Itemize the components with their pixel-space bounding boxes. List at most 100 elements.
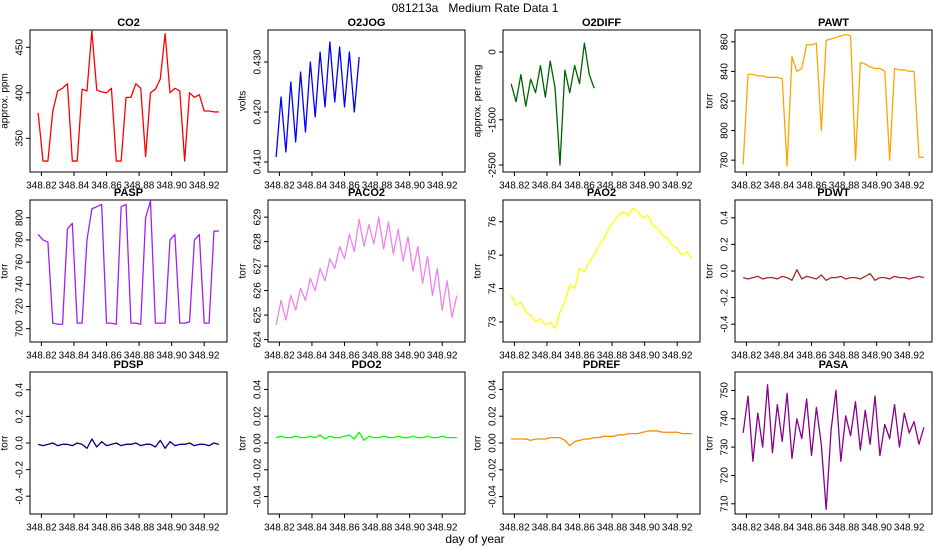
x-tick-label: 348.88	[124, 181, 155, 192]
y-tick-label: 800	[720, 122, 731, 139]
plot-box	[267, 371, 466, 515]
x-tick-label: 348.86	[564, 351, 595, 362]
y-axis-label: torr	[473, 263, 484, 279]
x-axis-label: day of year	[445, 532, 504, 546]
plot-box	[502, 29, 701, 173]
y-tick-label: 74	[488, 283, 499, 295]
x-tick-label: 348.82	[26, 351, 57, 362]
panel-title: PDREF	[583, 359, 621, 371]
y-tick-label: 780	[15, 231, 26, 248]
x-tick-label: 348.92	[427, 181, 458, 192]
y-tick-label: 0	[488, 49, 499, 55]
x-tick-label: 348.88	[362, 523, 393, 534]
x-tick-label: 348.90	[394, 181, 425, 192]
y-tick-label: -1500	[488, 107, 499, 133]
x-tick-label: 348.92	[662, 523, 693, 534]
x-tick-label: 348.84	[297, 351, 328, 362]
panel-title: PDSP	[114, 359, 144, 371]
x-tick-label: 348.86	[564, 181, 595, 192]
x-tick-label: 348.88	[597, 523, 628, 534]
y-tick-label: 0.2	[720, 237, 731, 251]
x-tick-label: 348.84	[764, 181, 795, 192]
y-tick-label: -0.04	[253, 485, 264, 508]
y-tick-label: 0.4	[15, 382, 26, 396]
x-tick-label: 348.86	[329, 523, 360, 534]
x-tick-label: 348.92	[189, 181, 220, 192]
x-tick-label: 348.86	[91, 523, 122, 534]
y-axis-label: torr	[0, 435, 11, 451]
panel-title: PAWT	[818, 17, 849, 29]
x-tick-label: 348.92	[189, 351, 220, 362]
y-axis-label: torr	[238, 435, 249, 451]
y-tick-label: 0.04	[488, 379, 499, 399]
y-tick-label: 820	[720, 92, 731, 109]
x-tick-label: 348.92	[894, 181, 925, 192]
plot-box	[267, 29, 466, 173]
x-tick-label: 348.84	[764, 523, 795, 534]
x-tick-label: 348.84	[297, 181, 328, 192]
y-tick-label: 0.420	[253, 99, 264, 124]
x-tick-label: 348.92	[427, 523, 458, 534]
y-tick-label: -0.4	[720, 315, 731, 333]
x-tick-label: 348.82	[731, 351, 762, 362]
x-tick-label: 348.88	[597, 181, 628, 192]
x-tick-label: 348.84	[532, 181, 563, 192]
y-tick-label: -0.02	[253, 458, 264, 481]
y-tick-label: 0.430	[253, 49, 264, 74]
y-tick-label: 76	[488, 216, 499, 228]
x-tick-label: 348.88	[124, 523, 155, 534]
x-tick-label: 348.84	[297, 523, 328, 534]
y-axis-label: torr	[238, 263, 249, 279]
x-tick-label: 348.86	[91, 181, 122, 192]
data-line	[510, 42, 595, 166]
x-tick-label: 348.86	[329, 181, 360, 192]
x-tick-label: 348.90	[394, 351, 425, 362]
x-tick-label: 348.90	[861, 181, 892, 192]
y-tick-label: -2500	[488, 152, 499, 178]
x-tick-label: 348.88	[829, 351, 860, 362]
y-tick-label: 627	[253, 257, 264, 274]
y-tick-label: 400	[15, 84, 26, 101]
data-line	[37, 30, 219, 162]
x-tick-label: 348.90	[861, 523, 892, 534]
y-tick-label: 760	[15, 253, 26, 270]
y-axis-label: torr	[0, 263, 11, 279]
x-tick-label: 348.88	[362, 181, 393, 192]
data-line	[275, 431, 457, 441]
x-tick-label: 348.92	[894, 351, 925, 362]
data-line	[275, 216, 458, 325]
x-tick-label: 348.82	[264, 523, 295, 534]
y-tick-label: 800	[15, 209, 26, 226]
x-tick-label: 348.92	[427, 351, 458, 362]
x-tick-label: 348.90	[156, 351, 187, 362]
x-tick-label: 348.84	[59, 523, 90, 534]
x-tick-label: 348.92	[662, 181, 693, 192]
x-tick-label: 348.84	[764, 351, 795, 362]
x-tick-label: 348.90	[629, 351, 660, 362]
plot-box	[502, 199, 701, 343]
y-tick-label: 860	[720, 33, 731, 50]
panel-title: PAO2	[587, 187, 616, 199]
x-tick-label: 348.82	[499, 523, 530, 534]
y-tick-label: 750	[720, 382, 731, 399]
y-tick-label: 0.0	[720, 264, 731, 278]
x-tick-label: 348.86	[796, 181, 827, 192]
plot-box	[29, 29, 228, 173]
data-line	[511, 430, 692, 447]
y-tick-label: 0.00	[253, 433, 264, 453]
plot-box	[734, 29, 933, 173]
x-tick-label: 348.86	[91, 351, 122, 362]
panel-title: O2DIFF	[582, 17, 621, 29]
y-axis-label: approx. ppm	[0, 73, 11, 129]
x-tick-label: 348.82	[731, 181, 762, 192]
panel-title: PDO2	[352, 359, 382, 371]
y-tick-label: 840	[720, 63, 731, 80]
x-tick-label: 348.88	[829, 523, 860, 534]
y-axis-label: torr	[705, 93, 716, 109]
x-tick-label: 348.82	[499, 181, 530, 192]
x-tick-label: 348.84	[532, 523, 563, 534]
y-tick-label: 0.04	[253, 379, 264, 399]
y-tick-label: 626	[253, 282, 264, 299]
y-tick-label: 710	[720, 495, 731, 512]
